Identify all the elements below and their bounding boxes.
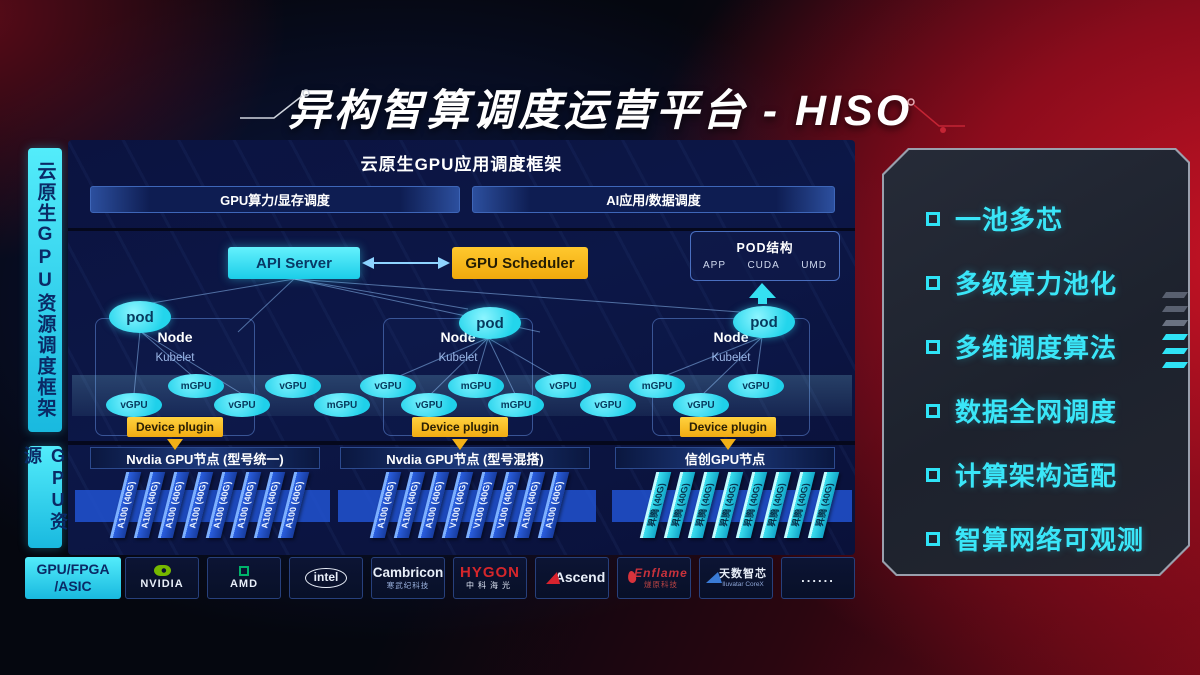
panel-hash-mark: [1161, 306, 1189, 312]
vendor-subtitle: 燧原科技: [644, 579, 678, 589]
vendor-subtitle: 寒武纪科技: [386, 580, 430, 590]
vendor-name: Ascend: [554, 569, 606, 586]
vendor-name: NVIDIA: [140, 578, 184, 591]
api-server-box: API Server: [228, 247, 360, 279]
pod-structure-box: POD结构 APP CUDA UMD: [690, 231, 840, 281]
pod-structure-item-umd: UMD: [801, 260, 827, 271]
title-left-deco: [240, 89, 310, 119]
vendor-logo-box: Ascend: [535, 557, 609, 599]
pod-ellipse-2: pod: [459, 307, 521, 339]
pod-structure-title: POD结构: [736, 241, 794, 255]
feature-item: 多维调度算法: [926, 314, 1144, 378]
bar-ai-data-scheduling: AI应用/数据调度: [472, 186, 835, 213]
device-plugin-arrow: [720, 439, 736, 450]
gpu-cards-group-3: 昇腾 (40G) 昇腾 (40G) 昇腾 (40G) 昇腾 (40G) 昇腾 (…: [639, 472, 840, 538]
vendor-name: Cambricon: [372, 564, 444, 580]
vendor-name: Enflame: [634, 565, 688, 580]
checkbox-bullet-icon: [926, 532, 940, 546]
vendor-name: AMD: [229, 577, 259, 590]
vendor-subtitle: 中科海光: [466, 581, 514, 591]
device-plugin-2: Device plugin: [412, 417, 508, 437]
vendor-subtitle: Iluvatar CoreX: [722, 580, 764, 588]
vendor-logo-box: HYGON 中科海光: [453, 557, 527, 599]
panel-hash-mark: [1161, 334, 1189, 340]
gpu-strip-band: [72, 375, 852, 416]
panel-hash-mark: [1161, 292, 1189, 298]
vendor-name: HYGON: [459, 563, 520, 581]
device-plugin-arrow: [452, 439, 468, 450]
page-title: 异构智算调度运营平台 - HISO: [287, 87, 913, 135]
feature-item: 数据全网调度: [926, 378, 1144, 442]
pod-structure-item-cuda: CUDA: [747, 260, 780, 271]
gpu-group-header-domestic: 信创GPU节点: [615, 447, 835, 469]
pod-ellipse-3: pod: [733, 306, 795, 338]
framework-title: 云原生GPU应用调度框架: [360, 155, 563, 174]
panel-hash-mark: [1161, 362, 1189, 368]
pod-structure-item-app: APP: [703, 260, 727, 271]
nvidia-eye-icon: [153, 565, 171, 577]
vendor-logo-box: 天数智芯 Iluvatar CoreX: [699, 557, 773, 599]
amd-square-icon: [239, 565, 249, 576]
vendor-logo-box: NVIDIA: [125, 557, 199, 599]
feature-item: 计算架构适配: [926, 442, 1144, 506]
vendor-name: ......: [801, 569, 835, 585]
device-plugin-arrow: [167, 439, 183, 450]
device-plugin-3: Device plugin: [680, 417, 776, 437]
sidebar-label-framework: 云原生GPU资源调度框架: [28, 148, 62, 432]
feature-item: 一池多芯: [926, 186, 1144, 250]
feature-panel: [882, 148, 1190, 576]
vendor-logo-row: NVIDIA AMD intel Cambricon 寒武纪科技 HYGON 中…: [125, 557, 855, 599]
feature-list: 一池多芯 多级算力池化 多维调度算法 数据全网调度 计算架构适配 智算网络可观测: [926, 186, 1144, 570]
gpu-scheduler-box: GPU Scheduler: [452, 247, 588, 279]
sidebar-label-gpu-resources: GPU资源: [22, 446, 68, 548]
feature-item: 多级算力池化: [926, 250, 1144, 314]
checkbox-bullet-icon: [926, 404, 940, 418]
pod-ellipse-1: pod: [109, 301, 171, 333]
gpu-group-header-uniform: Nvdia GPU节点 (型号统一): [90, 447, 320, 469]
title-right-deco: [907, 98, 965, 133]
section-divider: [68, 228, 855, 231]
panel-hash-mark: [1161, 320, 1189, 326]
checkbox-bullet-icon: [926, 276, 940, 290]
vendor-logo-box: Cambricon 寒武纪科技: [371, 557, 445, 599]
gpu-cards-group-2: A100 (40G) A100 (40G) A100 (40G) V100 (4…: [369, 472, 570, 538]
device-plugin-1: Device plugin: [127, 417, 223, 437]
vendor-logo-box: intel: [289, 557, 363, 599]
panel-hash-mark: [1161, 348, 1189, 354]
checkbox-bullet-icon: [926, 340, 940, 354]
vendor-logo-box: AMD: [207, 557, 281, 599]
bar-gpu-compute-scheduling: GPU算力/显存调度: [90, 186, 460, 213]
vendor-logo-box: ......: [781, 557, 855, 599]
gpu-cards-group-1: A100 (40G) A100 (40G) A100 (40G) A100 (4…: [109, 472, 310, 538]
checkbox-bullet-icon: [926, 468, 940, 482]
gpu-group-header-mixed: Nvdia GPU节点 (型号混搭): [340, 447, 590, 469]
vendor-name: 天数智芯: [719, 567, 767, 580]
vendor-name: intel: [304, 567, 348, 589]
feature-item: 智算网络可观测: [926, 506, 1144, 570]
vendor-logo-box: Enflame 燧原科技: [617, 557, 691, 599]
checkbox-bullet-icon: [926, 212, 940, 226]
vendor-row-label: GPU/FPGA /ASIC: [25, 557, 121, 599]
